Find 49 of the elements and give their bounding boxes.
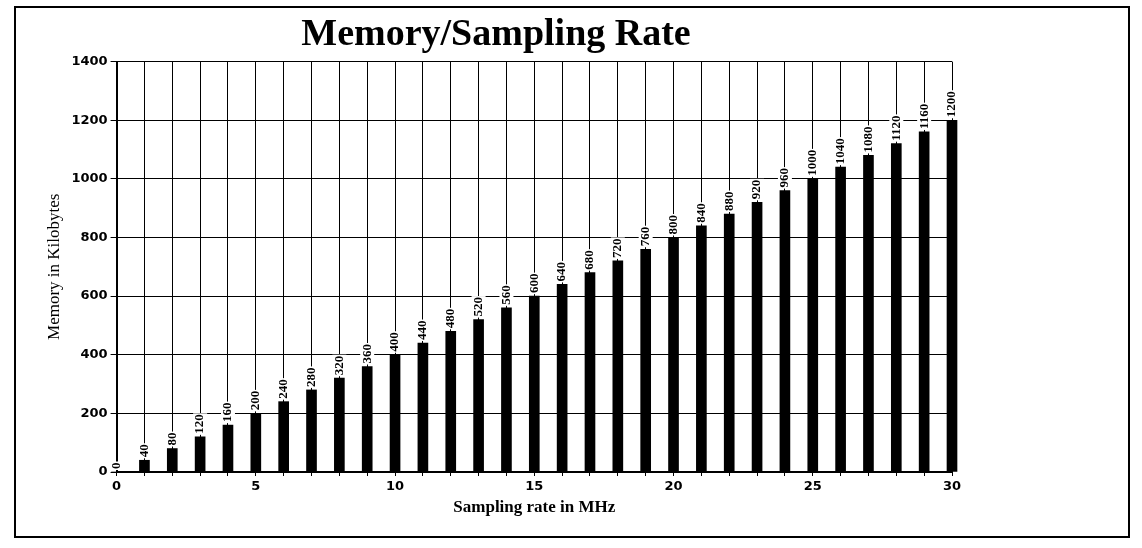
y-tick-label: 400	[80, 346, 108, 362]
data-label: 1040	[831, 138, 847, 165]
data-label: 400	[386, 332, 402, 352]
data-label: 960	[776, 168, 792, 188]
data-label: 520	[469, 297, 485, 317]
y-tick-label: 1000	[71, 170, 108, 186]
y-tick-label: 200	[80, 404, 108, 420]
data-label: 240	[275, 379, 291, 399]
data-label: 560	[497, 285, 513, 305]
data-label: 360	[358, 343, 374, 364]
data-label: 640	[553, 261, 569, 282]
data-label: 880	[720, 191, 736, 212]
x-tick-label: 15	[525, 478, 544, 494]
x-tick-label: 10	[386, 478, 405, 494]
data-label: 600	[525, 273, 541, 294]
data-label: 160	[219, 402, 235, 423]
x-tick-label: 30	[942, 478, 962, 494]
data-label: 760	[637, 226, 653, 247]
x-tick-label: 20	[664, 478, 683, 494]
data-label: 1160	[915, 103, 931, 129]
data-label: 920	[748, 179, 764, 200]
x-tick-label: 0	[112, 478, 122, 494]
data-label: 40	[135, 444, 151, 458]
chart-title: Memory/Sampling Rate	[301, 10, 691, 53]
data-label: 1000	[804, 149, 820, 176]
x-axis-title: Sampling rate in MHz	[453, 497, 616, 517]
data-label: 1120	[887, 115, 903, 141]
data-label: 1200	[943, 91, 959, 118]
data-label: 720	[609, 238, 625, 258]
data-label: 1080	[859, 126, 875, 153]
y-axis-title: Memory in Kilobytes	[43, 193, 63, 340]
data-label: 480	[442, 308, 458, 329]
y-tick-label: 600	[80, 287, 108, 303]
data-label: 840	[692, 203, 708, 223]
y-tick-label: 800	[80, 228, 108, 244]
data-label: 0	[107, 462, 123, 469]
data-label: 800	[664, 214, 680, 235]
y-tick-label: 1200	[71, 111, 108, 127]
y-tick-label: 0	[98, 463, 108, 479]
data-label: 320	[330, 355, 346, 376]
data-label: 80	[163, 432, 179, 446]
data-label: 680	[581, 250, 597, 270]
x-tick-label: 25	[803, 478, 822, 494]
data-label: 440	[414, 320, 430, 341]
data-label: 120	[191, 414, 207, 434]
data-label: 200	[247, 390, 263, 411]
data-label: 280	[302, 367, 318, 387]
y-tick-label: 1400	[71, 52, 108, 68]
x-tick-label: 5	[251, 478, 261, 494]
